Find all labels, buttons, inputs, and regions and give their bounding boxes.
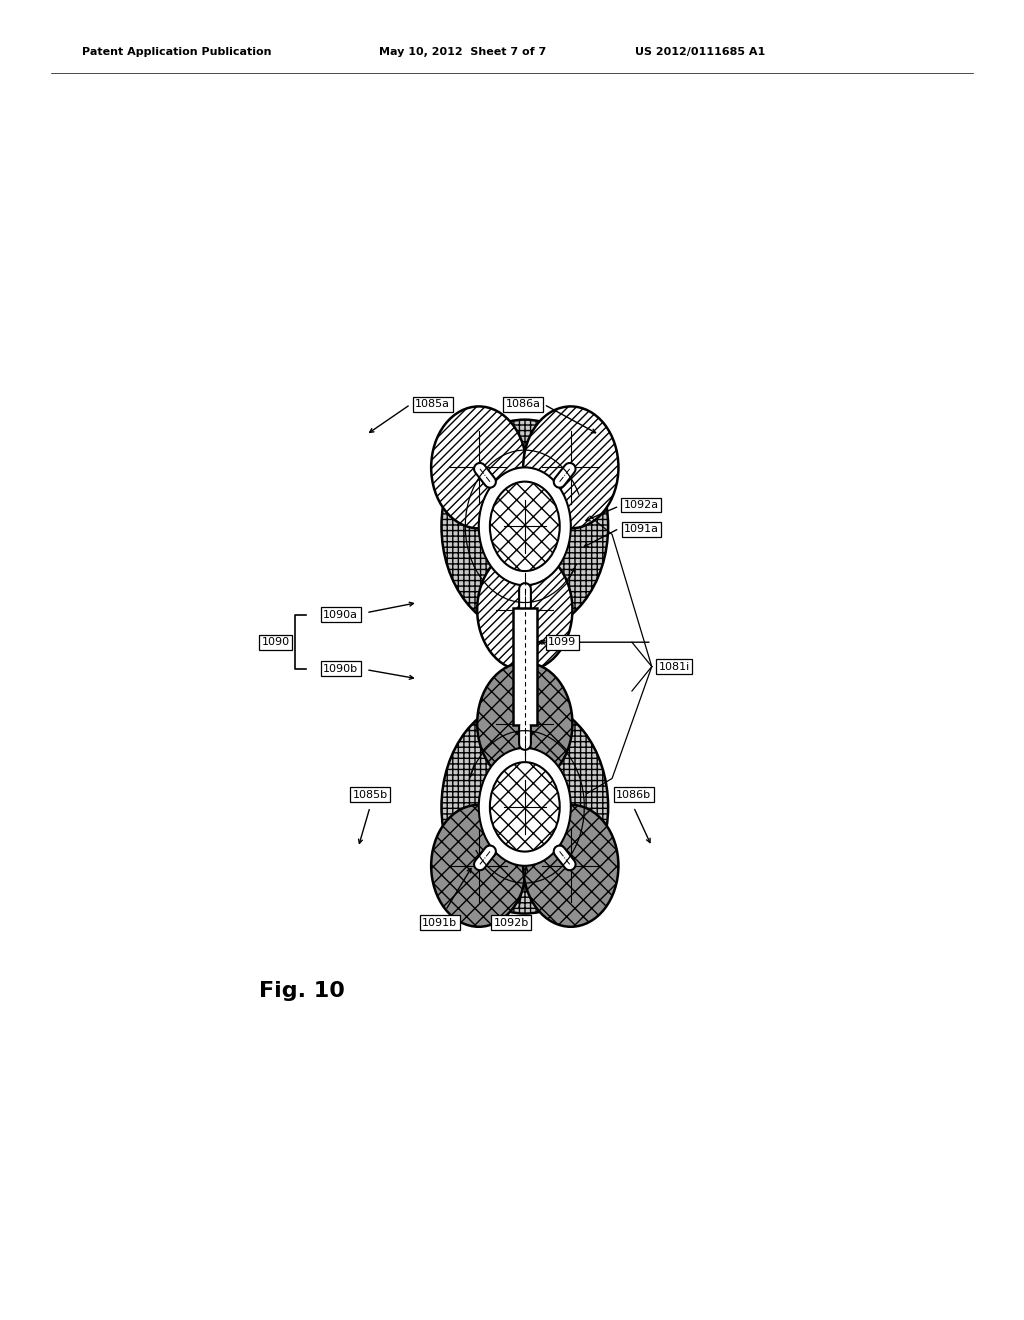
Circle shape (479, 467, 570, 585)
Text: Fig. 10: Fig. 10 (259, 981, 345, 1001)
Circle shape (441, 700, 608, 913)
Text: 1081i: 1081i (658, 661, 689, 672)
Text: 1091b: 1091b (422, 917, 458, 928)
Text: 1099: 1099 (548, 638, 577, 647)
Circle shape (477, 663, 572, 784)
Text: 1086b: 1086b (616, 789, 651, 800)
Text: 1092a: 1092a (624, 500, 659, 510)
Text: 1086a: 1086a (506, 400, 541, 409)
Text: May 10, 2012  Sheet 7 of 7: May 10, 2012 Sheet 7 of 7 (379, 48, 546, 58)
Circle shape (523, 407, 618, 528)
Text: 1090: 1090 (261, 638, 290, 647)
Bar (513, 609, 537, 725)
Text: 1090b: 1090b (324, 664, 358, 673)
Circle shape (489, 482, 560, 572)
Text: Patent Application Publication: Patent Application Publication (82, 48, 271, 58)
Text: US 2012/0111685 A1: US 2012/0111685 A1 (635, 48, 765, 58)
Circle shape (489, 762, 560, 851)
Circle shape (479, 748, 570, 866)
Circle shape (431, 805, 526, 927)
Circle shape (431, 407, 526, 528)
Text: 1092b: 1092b (494, 917, 529, 928)
Circle shape (477, 549, 572, 671)
Circle shape (523, 805, 618, 927)
Text: 1091a: 1091a (624, 524, 659, 535)
Text: 1090a: 1090a (324, 610, 358, 620)
Text: 1085b: 1085b (352, 789, 388, 800)
Text: 1085a: 1085a (416, 400, 451, 409)
Circle shape (441, 420, 608, 634)
